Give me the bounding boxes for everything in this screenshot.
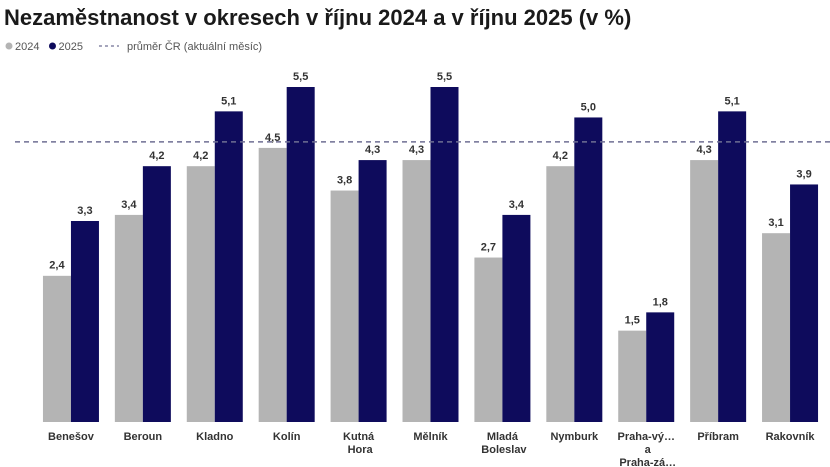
value-label: 5,5 [293, 71, 308, 83]
x-tick-label: Kladno [196, 431, 234, 443]
x-tick-label: Nymburk [550, 431, 599, 443]
bar [762, 233, 791, 422]
value-label: 4,3 [409, 144, 424, 156]
value-label: 1,5 [625, 315, 640, 327]
x-tick-label: Beroun [124, 431, 163, 443]
x-tick-label: Rakovník [766, 431, 816, 443]
x-tick-label: Benešov [48, 431, 95, 443]
bar [574, 117, 603, 423]
bar [546, 166, 575, 422]
bar [214, 111, 243, 422]
x-tick-label: Kolín [273, 431, 301, 443]
value-label: 1,8 [653, 296, 668, 308]
value-label: 4,2 [553, 150, 568, 162]
value-label: 3,4 [121, 199, 137, 211]
bar [142, 166, 171, 422]
bar [330, 190, 359, 422]
bar [646, 312, 675, 422]
value-label: 2,4 [49, 260, 65, 272]
legend-label: průměr ČR (aktuální měsíc) [127, 40, 262, 53]
bar [186, 166, 215, 422]
value-label: 5,0 [581, 101, 596, 113]
bar [358, 160, 387, 422]
chart-title: Nezaměstnanost v okresech v říjnu 2024 a… [4, 5, 631, 30]
value-label: 2,7 [481, 241, 496, 253]
value-label: 3,9 [796, 168, 811, 180]
value-label: 4,5 [265, 132, 280, 144]
value-label: 4,2 [193, 150, 208, 162]
bar [790, 184, 819, 422]
value-label: 3,1 [768, 217, 783, 229]
value-label: 3,8 [337, 174, 352, 186]
legend-label: 2024 [15, 41, 39, 53]
x-tick-label: Kutná Hora [343, 431, 375, 456]
bar [286, 87, 315, 422]
bar [502, 214, 531, 422]
value-label: 4,2 [149, 150, 164, 162]
legend-marker [5, 42, 13, 50]
x-tick-label: Mělník [413, 431, 448, 443]
bar [70, 221, 99, 422]
bar [690, 160, 719, 422]
bar [402, 160, 431, 422]
bar [258, 147, 287, 422]
bar [114, 214, 143, 422]
bar [42, 275, 71, 422]
value-label: 3,4 [509, 199, 525, 211]
x-tick-label: Praha-vý… a Praha-zá… [616, 431, 676, 467]
bar [618, 330, 647, 422]
x-tick-label: Mladá Boleslav [478, 431, 527, 456]
x-tick-label: Příbram [697, 431, 739, 443]
value-label: 3,3 [77, 205, 92, 217]
value-label: 5,1 [724, 95, 739, 107]
bar [474, 257, 503, 422]
value-label: 5,1 [221, 95, 236, 107]
bar [430, 87, 459, 422]
value-label: 4,3 [365, 144, 380, 156]
legend-label: 2025 [58, 41, 82, 53]
legend-marker [48, 42, 56, 50]
value-label: 5,5 [437, 71, 452, 83]
bar [718, 111, 747, 422]
value-label: 4,3 [696, 144, 711, 156]
